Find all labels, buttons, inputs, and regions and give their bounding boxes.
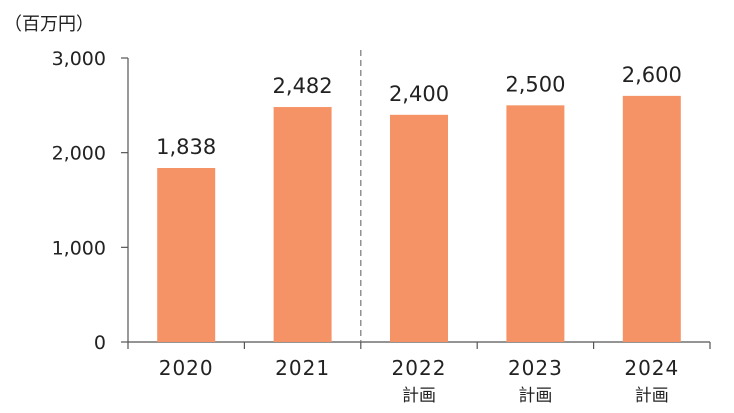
bar-2024 — [622, 95, 681, 342]
x-tick-sublabel: 計画 — [635, 386, 669, 406]
y-tick-label: 0 — [94, 332, 106, 354]
x-tick-sublabel: 計画 — [518, 386, 552, 406]
data-label: 2,600 — [622, 63, 682, 87]
bar-2022 — [390, 114, 448, 342]
y-tick-label: 2,000 — [52, 143, 106, 165]
data-label: 1,838 — [156, 135, 216, 159]
x-tick-label: 2022 — [392, 356, 447, 380]
data-label: 2,400 — [389, 82, 449, 106]
x-tick-label: 2023 — [508, 356, 563, 380]
x-tick-label: 2021 — [275, 356, 330, 380]
y-tick-label: 1,000 — [52, 237, 106, 259]
unit-label: （百万円） — [4, 14, 94, 35]
bar-2020 — [157, 168, 216, 342]
bar-2023 — [506, 105, 565, 342]
x-tick-label: 2024 — [624, 356, 679, 380]
x-tick-label: 2020 — [159, 356, 214, 380]
x-tick-sublabel: 計画 — [402, 386, 436, 406]
bar-2021 — [273, 107, 332, 343]
data-label: 2,500 — [505, 72, 565, 96]
y-tick-label: 3,000 — [52, 48, 106, 70]
data-label: 2,482 — [273, 74, 333, 98]
